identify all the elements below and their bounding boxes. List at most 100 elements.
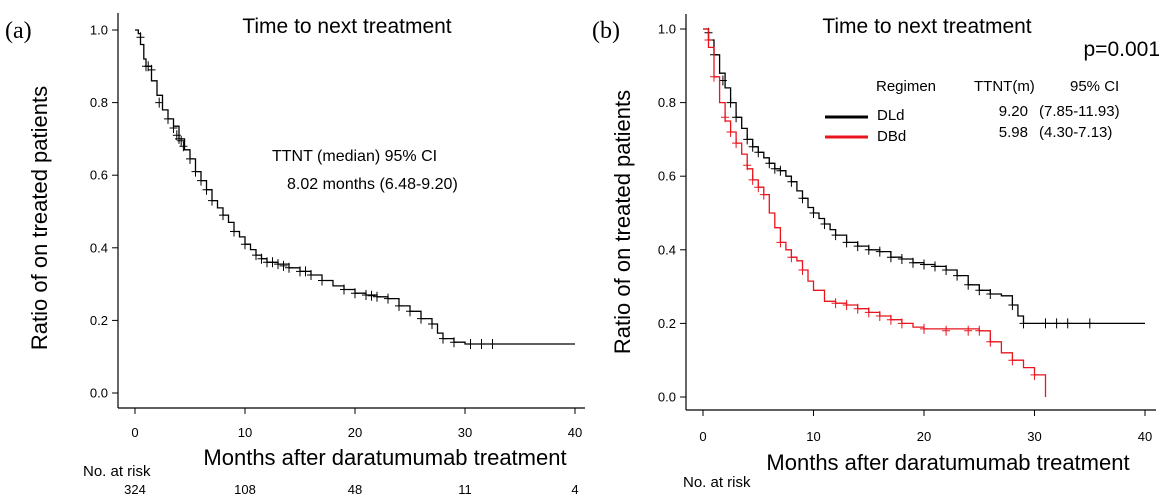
panel-b-censor-mark-dld bbox=[964, 279, 973, 290]
panel-b-p-value: p=0.001 bbox=[1084, 38, 1161, 61]
panel-b-censor-mark-dld bbox=[986, 289, 995, 299]
panel-a-censor-mark-series-0 bbox=[406, 306, 414, 317]
panel-b-y-tick-label: 1.0 bbox=[658, 22, 676, 37]
panel-b-x-tick-label: 10 bbox=[806, 429, 820, 444]
panel-b-censor-mark-dbd bbox=[920, 323, 928, 334]
panel-b-censor-mark-dbd bbox=[831, 298, 840, 309]
panel-b-censor-mark-dld bbox=[886, 252, 895, 263]
panel-b-x-ticks: 0 10 20 30 40 bbox=[699, 410, 1152, 444]
panel-b-censor-mark-dbd bbox=[798, 265, 807, 275]
panel-b-title: Time to next treatment bbox=[822, 15, 1031, 38]
panel-a-x-axis-label: Months after daratumumab treatment bbox=[203, 445, 566, 470]
panel-a-x-tick-label: 10 bbox=[238, 425, 252, 440]
panel-b-x-tick: 30 bbox=[1027, 410, 1042, 444]
panel-b-y-tick-label: 0.8 bbox=[658, 95, 676, 110]
panel-a-censor-mark-series-0 bbox=[147, 64, 156, 75]
legend-ci-dbd: (4.30-7.13) bbox=[1039, 124, 1112, 141]
panel-a-censor-mark-series-0 bbox=[219, 210, 227, 221]
panel-b-y-axis-label: Ratio of on treated patients bbox=[610, 90, 635, 354]
panel-a-censor-mark-series-0 bbox=[439, 333, 447, 344]
legend-header-ci: 95% CI bbox=[1070, 78, 1119, 95]
panel-b-censor-mark-dld bbox=[909, 257, 917, 268]
panel-b-x-tick-label: 30 bbox=[1027, 429, 1041, 444]
panel-b-censor-mark-dld bbox=[748, 141, 757, 152]
panel-b-censor-mark-dbd bbox=[776, 237, 785, 248]
panel-a-censor-mark-series-0 bbox=[318, 275, 326, 286]
panel-a-y-tick: 0.4 bbox=[90, 240, 118, 255]
panel-a-x-tick-label: 20 bbox=[348, 425, 362, 440]
panel-b-x-tick: 0 bbox=[699, 410, 707, 444]
panel-b-censor-mark-dld bbox=[975, 285, 984, 296]
panel-b-legend: Regimen TTNT(m) 95% CI DLd 9.20 (7.85-11… bbox=[825, 78, 1120, 145]
panel-a-y-tick: 1.0 bbox=[90, 23, 118, 38]
panel-b-x-tick: 20 bbox=[917, 410, 931, 444]
panel-a-y-tick-label: 0.8 bbox=[90, 95, 108, 110]
panel-a-y-tick-label: 0.2 bbox=[90, 313, 108, 328]
panel-a-risk-count: 48 bbox=[348, 482, 362, 497]
panel-b-y-tick: 0.0 bbox=[658, 390, 686, 405]
panel-b-censor-mark-dbd bbox=[759, 189, 768, 200]
panel-a-censor-mark-series-0 bbox=[417, 313, 425, 324]
panel-a-censor-mark-series-0 bbox=[208, 195, 216, 206]
panel-a-annotation-heading: TTNT (median) 95% CI bbox=[272, 148, 437, 165]
panel-a-censor-mark-series-0 bbox=[169, 123, 178, 133]
panel-b-x-axis-label: Months after daratumumab treatment bbox=[766, 450, 1129, 475]
panel-b-censor-mark-dbd bbox=[875, 311, 884, 321]
panel-a-y-tick-label: 0.4 bbox=[90, 240, 108, 255]
panel-b-curves bbox=[703, 27, 1145, 397]
panel-b-y-tick-label: 0.0 bbox=[658, 390, 676, 405]
panel-a-censor-mark-series-0 bbox=[136, 32, 145, 43]
panel-b-y-tick-label: 0.4 bbox=[658, 242, 676, 257]
panel-b-censor-mark-dld bbox=[776, 165, 785, 176]
legend-ttnt-dld: 9.20 bbox=[999, 103, 1028, 120]
panel-a-y-tick: 0.6 bbox=[90, 168, 118, 183]
panel-a-censor-mark-series-0 bbox=[164, 113, 172, 124]
panel-a-risk-count: 11 bbox=[458, 482, 472, 497]
panel-b-censor-mark-dbd bbox=[743, 160, 752, 171]
panel-b-censor-mark-dld bbox=[897, 254, 906, 264]
panel-a-risk-count: 4 bbox=[571, 482, 578, 497]
panel-b-censor-mark-dld bbox=[853, 241, 862, 252]
panel-b-y-tick: 0.2 bbox=[658, 316, 686, 331]
panel-a-x-tick: 20 bbox=[348, 408, 362, 440]
panel-a-x-tick-label: 0 bbox=[131, 425, 138, 440]
panel-a-censor-mark-series-0 bbox=[428, 319, 436, 329]
panel-b-x-tick: 40 bbox=[1138, 410, 1152, 444]
panel-b-censor-mark-dld bbox=[732, 112, 741, 123]
panel-a-y-ticks: 0.0 0.2 0.4 0.6 0.8 1.0 bbox=[90, 23, 118, 401]
panel-a-censor-mark-series-0 bbox=[177, 135, 186, 146]
panel-a-annotation-median: 8.02 months (6.48-9.20) bbox=[287, 176, 458, 193]
panel-a-censor-mark-series-0 bbox=[268, 257, 277, 268]
panel-b-y-tick: 0.4 bbox=[658, 242, 686, 257]
panel-a-censor-mark-series-0 bbox=[285, 262, 293, 273]
panel-b-censor-mark-dld bbox=[743, 134, 752, 145]
panel-b-censor-mark-dbd bbox=[853, 303, 862, 314]
panel-a-censor-mark-series-0 bbox=[307, 270, 315, 280]
panel-b-x-tick-label: 20 bbox=[917, 429, 931, 444]
panel-a-censor-mark-series-0 bbox=[179, 141, 188, 152]
panel-b-x-tick-label: 0 bbox=[699, 429, 706, 444]
panel-a-risk-table: No. at risk 324 108 48 11 4 bbox=[83, 463, 579, 497]
panel-b-censor-mark-dld bbox=[1063, 318, 1072, 329]
panel-b-censor-mark-dld bbox=[1019, 318, 1028, 329]
panel-a-risk-label: No. at risk bbox=[83, 463, 151, 480]
panel-b-y-ticks: 0.0 0.2 0.4 0.6 0.8 1.0 bbox=[658, 22, 686, 405]
panel-a-censor-mark-series-0 bbox=[395, 300, 403, 311]
panel-b-risk-label: No. at risk bbox=[683, 474, 751, 491]
panel-b-censor-mark-dld bbox=[1085, 318, 1094, 329]
panel-a-x-tick: 40 bbox=[568, 408, 582, 440]
panel-b-censor-mark-dbd bbox=[754, 182, 763, 193]
panel-a-censor-mark-series-0 bbox=[230, 226, 238, 237]
panel-b-censor-mark-dld bbox=[1041, 318, 1050, 329]
panel-b-censor-mark-dbd bbox=[1030, 369, 1039, 380]
panel-a-y-tick-label: 1.0 bbox=[90, 23, 108, 38]
panel-a-y-tick: 0.0 bbox=[90, 386, 118, 401]
panel-b-censor-mark-dbd bbox=[897, 318, 906, 329]
panel-b-censor-mark-dbd bbox=[964, 325, 973, 336]
panel-a-censor-mark-series-0 bbox=[450, 337, 458, 348]
panel-b-y-tick: 0.6 bbox=[658, 169, 686, 184]
panel-b: (b) Time to next treatment p=0.001 Ratio… bbox=[592, 14, 1160, 491]
panel-b-censor-mark-dbd bbox=[842, 300, 851, 310]
panel-b-y-tick-label: 0.6 bbox=[658, 169, 676, 184]
